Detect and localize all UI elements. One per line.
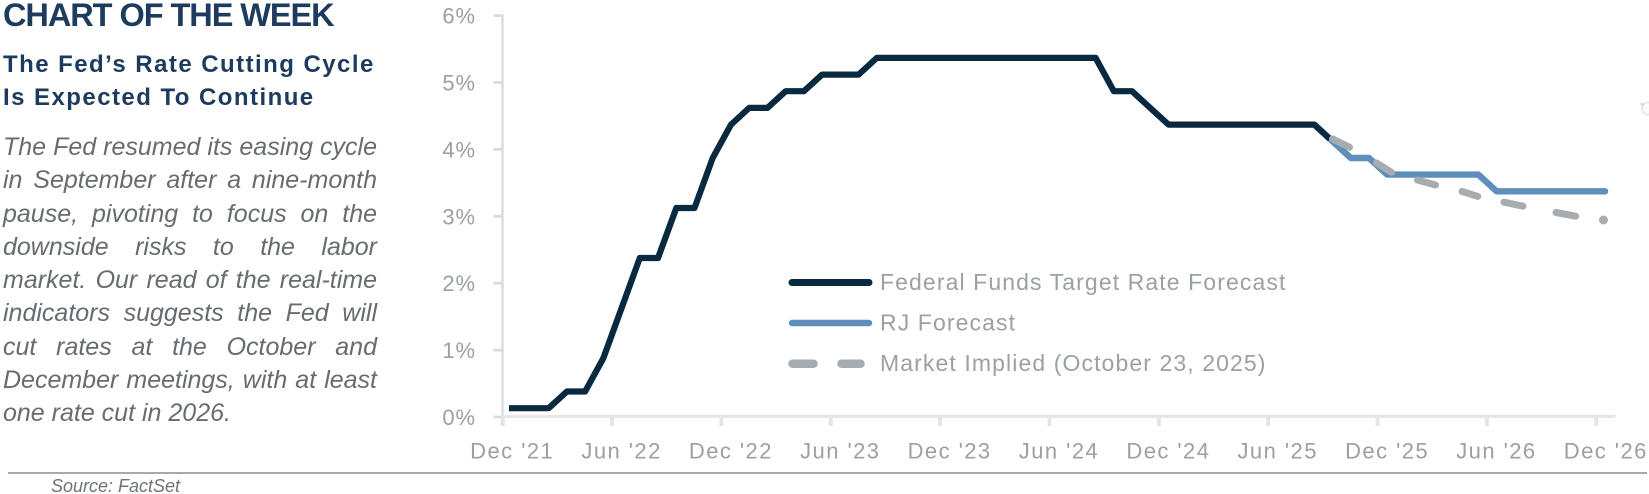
svg-text:Dec '25: Dec '25 <box>1345 439 1429 464</box>
svg-text:1%: 1% <box>442 338 476 363</box>
svg-text:Dec '26: Dec '26 <box>1564 439 1648 464</box>
svg-text:5%: 5% <box>442 71 476 96</box>
svg-text:Federal Funds Target Rate Fore: Federal Funds Target Rate Forecast <box>880 269 1286 295</box>
svg-text:Jun '26: Jun '26 <box>1456 439 1536 464</box>
svg-text:Dec '22: Dec '22 <box>689 439 773 464</box>
svg-text:Dec '23: Dec '23 <box>908 439 992 464</box>
svg-text:Market Implied (October 23, 20: Market Implied (October 23, 2025) <box>880 350 1267 376</box>
svg-text:RJ Forecast: RJ Forecast <box>880 310 1016 336</box>
svg-text:Jun '23: Jun '23 <box>800 439 880 464</box>
svg-text:Jun '22: Jun '22 <box>581 439 661 464</box>
svg-text:Dec '21: Dec '21 <box>470 439 554 464</box>
svg-text:Jun '24: Jun '24 <box>1019 439 1099 464</box>
svg-text:Dec '24: Dec '24 <box>1126 439 1210 464</box>
svg-text:3%: 3% <box>442 204 476 229</box>
svg-text:4%: 4% <box>442 137 476 162</box>
svg-text:6%: 6% <box>442 4 476 29</box>
svg-text:Jun '25: Jun '25 <box>1237 439 1317 464</box>
svg-text:0%: 0% <box>442 405 476 430</box>
svg-text:2%: 2% <box>442 271 476 296</box>
